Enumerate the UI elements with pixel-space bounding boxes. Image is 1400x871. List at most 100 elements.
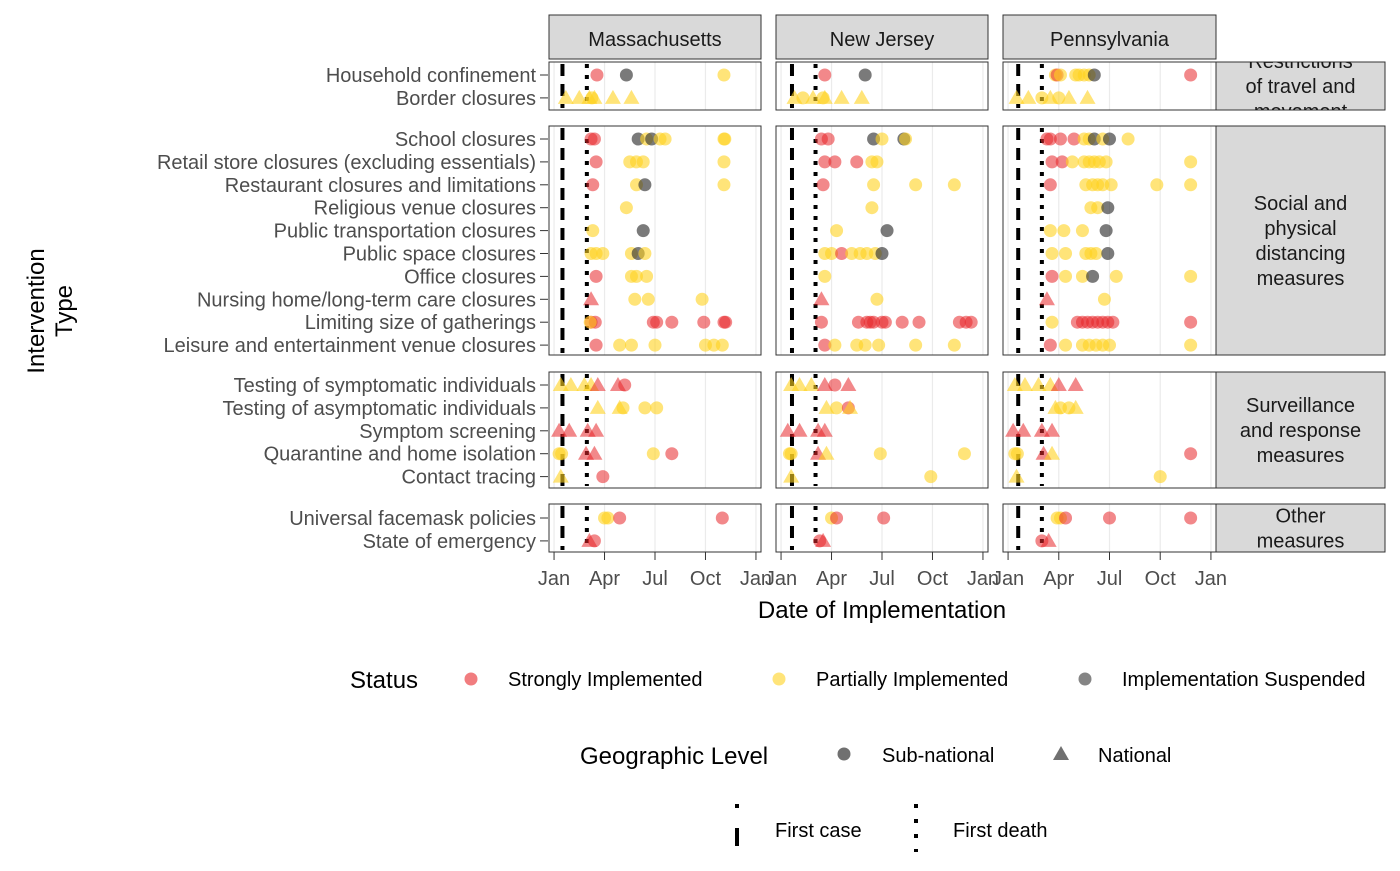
group-strip-restrictions-of-travel-and-movement bbox=[1215, 61, 1386, 111]
data-point-national bbox=[842, 399, 859, 414]
data-point-subnational bbox=[1059, 338, 1073, 352]
data-point-national bbox=[551, 422, 568, 437]
group-strip-social-and-physical-distancing-measures bbox=[1215, 125, 1386, 356]
data-point-national bbox=[1020, 89, 1037, 104]
data-point-national bbox=[623, 89, 640, 104]
data-point-subnational bbox=[555, 447, 569, 461]
panel-border bbox=[1002, 125, 1217, 356]
y-tick-label: Restaurant closures and limitations bbox=[225, 175, 536, 197]
data-point-subnational bbox=[717, 155, 731, 169]
data-point-national bbox=[1044, 445, 1061, 460]
data-point-national bbox=[783, 468, 800, 483]
legend-line-label: First case bbox=[775, 820, 862, 842]
panel-border bbox=[548, 371, 762, 489]
data-point-national bbox=[818, 445, 835, 460]
data-point-subnational bbox=[1089, 247, 1103, 260]
data-point-subnational bbox=[818, 155, 832, 169]
data-point-subnational bbox=[1065, 155, 1079, 169]
data-point-subnational bbox=[1184, 511, 1198, 525]
y-tick-label: Border closures bbox=[396, 88, 536, 110]
data-point-subnational bbox=[1097, 292, 1111, 306]
data-point-national bbox=[1008, 468, 1025, 483]
x-tick-label: Jul bbox=[869, 568, 895, 590]
data-point-national bbox=[561, 422, 578, 437]
data-point-subnational bbox=[1059, 247, 1073, 260]
data-point-subnational bbox=[1121, 132, 1135, 146]
panel-border bbox=[1002, 371, 1217, 489]
x-tick-label: Jan bbox=[740, 568, 772, 590]
data-point-subnational bbox=[875, 132, 889, 146]
data-point-subnational bbox=[1045, 315, 1059, 329]
data-point-subnational bbox=[640, 269, 654, 283]
data-point-subnational bbox=[717, 68, 731, 82]
data-point-subnational bbox=[870, 155, 884, 169]
data-point-subnational bbox=[924, 470, 938, 484]
data-point-subnational bbox=[880, 224, 894, 238]
facet-strip-pennsylvania bbox=[1002, 14, 1217, 60]
data-point-subnational bbox=[1099, 155, 1113, 169]
data-point-subnational bbox=[947, 338, 961, 352]
data-point-subnational bbox=[818, 338, 832, 352]
data-point-national bbox=[1015, 422, 1032, 437]
data-point-subnational bbox=[1045, 247, 1059, 260]
data-point-subnational bbox=[821, 132, 835, 146]
data-point-subnational bbox=[830, 511, 844, 525]
data-point-subnational bbox=[646, 447, 660, 461]
data-point-subnational bbox=[858, 338, 872, 352]
data-point-subnational bbox=[909, 178, 923, 192]
data-point-subnational bbox=[828, 155, 842, 169]
x-tick-label: Jan bbox=[765, 568, 797, 590]
legend-status-label: Strongly Implemented bbox=[508, 669, 703, 691]
data-point-national bbox=[1005, 422, 1022, 437]
data-point-subnational bbox=[697, 315, 711, 329]
legend-status-label: Implementation Suspended bbox=[1122, 669, 1366, 691]
data-point-subnational bbox=[665, 447, 679, 461]
data-point-national bbox=[779, 422, 796, 437]
group-label-line: measures bbox=[1257, 531, 1345, 553]
group-label-line: movement bbox=[1254, 101, 1348, 123]
data-point-subnational bbox=[830, 224, 844, 238]
data-point-subnational bbox=[1184, 68, 1198, 82]
data-point-national bbox=[1079, 89, 1096, 104]
data-point-subnational bbox=[586, 224, 600, 238]
data-point-subnational bbox=[1043, 224, 1057, 238]
group-strip-other-measures bbox=[1215, 503, 1386, 553]
data-point-subnational bbox=[638, 401, 652, 415]
data-point-national bbox=[1038, 291, 1055, 306]
data-point-subnational bbox=[1057, 224, 1071, 238]
data-point-national bbox=[840, 377, 857, 391]
data-point-national bbox=[813, 291, 830, 306]
data-point-subnational bbox=[590, 68, 604, 82]
data-point-subnational bbox=[818, 269, 832, 283]
legend-geo-label: Sub-national bbox=[882, 745, 994, 767]
panel-border bbox=[548, 125, 762, 356]
y-tick-label: Testing of asymptomatic individuals bbox=[223, 398, 536, 420]
data-point-subnational bbox=[816, 178, 830, 192]
data-point-subnational bbox=[586, 178, 600, 192]
data-point-subnational bbox=[650, 401, 664, 415]
y-tick-label: Household confinement bbox=[326, 65, 537, 87]
x-tick-label: Oct bbox=[690, 568, 722, 590]
group-label-surveillance: Surveillance and response measures bbox=[1240, 395, 1361, 467]
data-point-subnational bbox=[718, 132, 732, 146]
data-point-subnational bbox=[1184, 155, 1198, 169]
data-point-subnational bbox=[1075, 269, 1089, 283]
data-point-subnational bbox=[1087, 68, 1101, 82]
data-point-national bbox=[1033, 422, 1050, 437]
group-label-restrictions: Restrictions of travel and movement bbox=[1245, 51, 1355, 123]
legend-status-key-partially-implemented bbox=[772, 672, 786, 686]
data-point-national bbox=[816, 377, 833, 391]
data-point-subnational bbox=[619, 68, 633, 82]
x-tick-label: Jul bbox=[642, 568, 668, 590]
data-point-subnational bbox=[872, 338, 886, 352]
data-point-subnational bbox=[616, 401, 630, 415]
legend-geo-key-national bbox=[1053, 746, 1069, 760]
x-tick-label: Jan bbox=[1195, 568, 1227, 590]
legend-status-label: Partially Implemented bbox=[816, 669, 1008, 691]
data-point-subnational bbox=[658, 132, 672, 146]
data-point-national bbox=[1067, 399, 1084, 414]
group-label-line: Other bbox=[1275, 506, 1325, 528]
data-point-subnational bbox=[1103, 338, 1116, 352]
data-point-subnational bbox=[1075, 224, 1089, 238]
data-point-subnational bbox=[1184, 178, 1198, 192]
